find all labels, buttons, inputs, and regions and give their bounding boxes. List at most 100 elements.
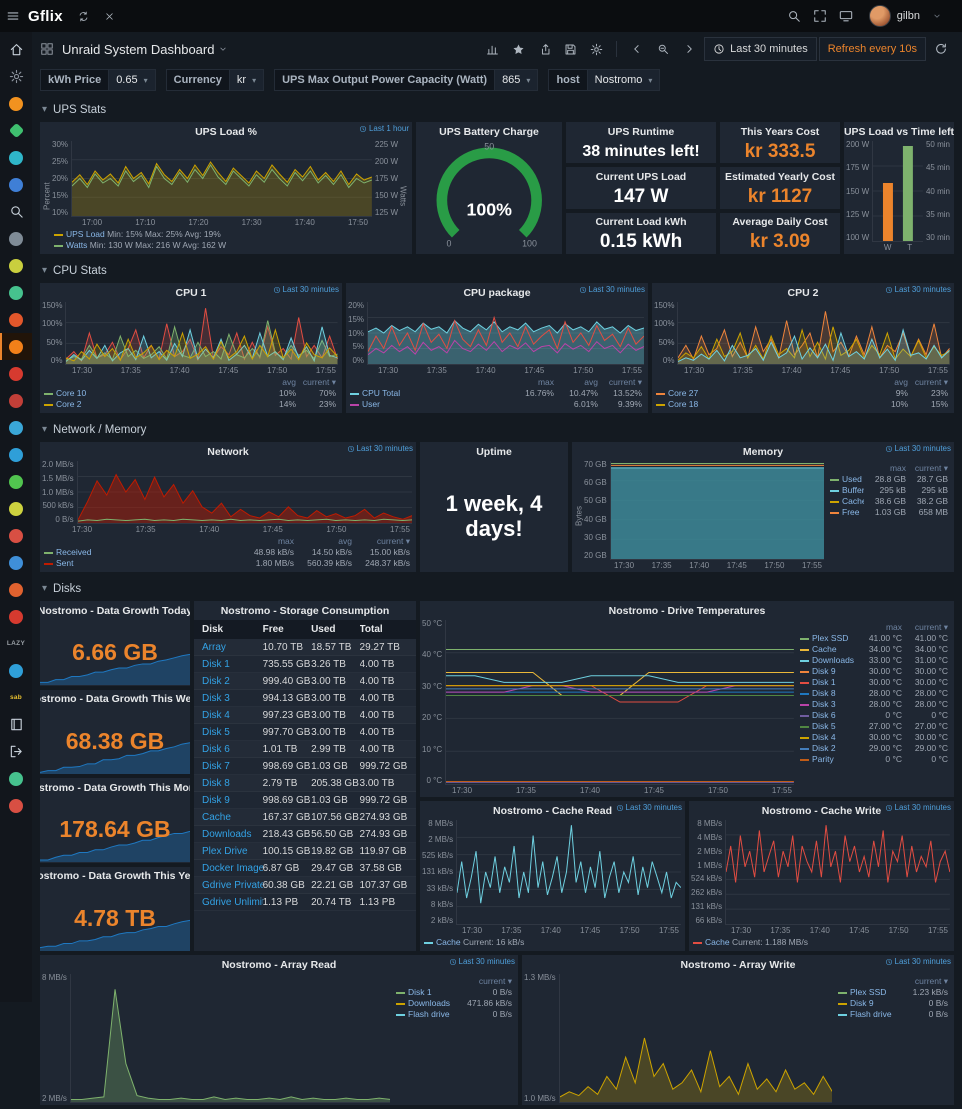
star-button[interactable] <box>505 35 531 63</box>
time-range-picker[interactable]: Last 30 minutes <box>704 37 817 61</box>
legend-label[interactable]: Disk 9 <box>812 666 836 676</box>
panel-title[interactable]: Nostromo - Array Read Last 30 minutes <box>40 955 518 974</box>
legend-item[interactable]: Disk 3 28.00 °C 28.00 °C <box>800 699 948 710</box>
sidebar-signout-shortcut[interactable] <box>0 738 32 765</box>
legend-label[interactable]: Cache <box>436 937 461 947</box>
sidebar-app-shortcut-21[interactable] <box>0 657 32 684</box>
legend-label[interactable]: Buffered <box>842 485 864 495</box>
legend-column-header[interactable]: max <box>889 463 906 473</box>
menu-button[interactable] <box>0 2 26 30</box>
sidebar-settings-shortcut[interactable] <box>0 63 32 90</box>
legend-item[interactable]: Received 48.98 kB/s 14.50 kB/s 15.00 kB/s <box>44 547 410 558</box>
disk-link[interactable]: Disk 1 <box>202 658 230 670</box>
legend-item[interactable]: Parity 0 °C 0 °C <box>800 754 948 765</box>
legend-item[interactable]: Plex SSD 41.00 °C 41.00 °C <box>800 633 948 644</box>
exit-kiosk-button[interactable] <box>97 2 123 30</box>
legend-label[interactable]: Sent <box>56 558 74 568</box>
zoom-out-button[interactable] <box>650 35 676 63</box>
tv-mode-button[interactable] <box>833 2 859 30</box>
legend-item[interactable]: Disk 5 27.00 °C 27.00 °C <box>800 721 948 732</box>
legend-item[interactable]: CPU Total 16.76% 10.47% 13.52% <box>350 388 642 399</box>
graph-area[interactable] <box>456 820 681 925</box>
variable-value[interactable]: 865 ▾ <box>494 69 539 91</box>
legend-label[interactable]: Flash drive <box>408 1009 450 1019</box>
legend-label[interactable]: Flash drive <box>850 1009 892 1019</box>
sidebar-app-shortcut-12[interactable] <box>0 414 32 441</box>
legend-label[interactable]: Plex SSD <box>812 633 849 643</box>
sidebar-app-shortcut-6[interactable] <box>0 252 32 279</box>
legend-item[interactable]: Downloads 33.00 °C 31.00 °C <box>800 655 948 666</box>
refresh-button[interactable] <box>928 35 954 63</box>
row-header-disks[interactable]: ▾ Disks <box>32 576 962 601</box>
sidebar-docs-shortcut[interactable] <box>0 711 32 738</box>
panel-title[interactable]: Uptime <box>420 442 568 461</box>
sidebar-search-shortcut[interactable] <box>0 198 32 225</box>
legend-label[interactable]: Disk 9 <box>850 998 874 1008</box>
save-button[interactable] <box>557 35 583 63</box>
row-header-cpu-stats[interactable]: ▾ CPU Stats <box>32 258 962 283</box>
panel-title[interactable]: UPS Runtime <box>566 122 716 141</box>
legend-item[interactable]: Disk 9 0 B/s <box>838 998 948 1009</box>
sidebar-app-shortcut-3[interactable] <box>0 144 32 171</box>
legend-label[interactable]: Disk 8 <box>812 688 836 698</box>
sidebar-app-shortcut-16[interactable] <box>0 522 32 549</box>
panel-title[interactable]: Nostromo - Data Growth This Year <box>40 867 190 886</box>
legend-label[interactable]: Downloads <box>408 998 451 1008</box>
legend-item[interactable]: Flash drive 0 B/s <box>396 1009 512 1020</box>
legend-item[interactable]: Disk 9 30.00 °C 30.00 °C <box>800 666 948 677</box>
graph-area[interactable] <box>872 141 923 242</box>
share-button[interactable] <box>531 35 557 63</box>
time-forward-button[interactable] <box>676 35 702 63</box>
legend-label[interactable]: Core 10 <box>56 388 87 398</box>
panel-title[interactable]: UPS Battery Charge <box>416 122 562 141</box>
legend-column-header[interactable]: current ▾ <box>478 976 512 986</box>
legend-label[interactable]: Cached <box>842 496 864 506</box>
legend-label[interactable]: Core 18 <box>668 399 699 409</box>
legend-label[interactable]: Disk 6 <box>812 710 836 720</box>
legend-column-header[interactable]: max <box>277 536 294 546</box>
legend-column-header[interactable]: current ▾ <box>608 377 642 387</box>
dashboard-title[interactable]: Unraid System Dashboard <box>62 41 215 57</box>
legend-label[interactable]: Cache <box>812 644 837 654</box>
legend-label[interactable]: Core 27 <box>668 388 699 398</box>
legend-item[interactable]: Buffered 295 kB 295 kB <box>830 485 948 496</box>
graph-area[interactable] <box>367 302 644 365</box>
disk-link[interactable]: Disk 5 <box>202 726 230 738</box>
sidebar-app-shortcut-5[interactable] <box>0 225 32 252</box>
legend-label[interactable]: Free <box>842 507 860 517</box>
disk-link[interactable]: Disk 6 <box>202 743 230 755</box>
graph-area[interactable] <box>677 302 950 365</box>
panel-title[interactable]: Estimated Yearly Cost <box>720 167 840 186</box>
sidebar-app-shortcut-9[interactable] <box>0 333 32 360</box>
legend-item[interactable]: Downloads 471.86 kB/s <box>396 998 512 1009</box>
disk-link[interactable]: Plex Drive <box>202 845 248 857</box>
legend-column-header[interactable]: current ▾ <box>914 622 948 632</box>
sidebar-app-shortcut-4[interactable] <box>0 171 32 198</box>
legend-column-header[interactable]: current ▾ <box>376 536 410 546</box>
sidebar-app-shortcut-14[interactable] <box>0 468 32 495</box>
graph-area[interactable] <box>71 141 372 217</box>
user-avatar[interactable] <box>868 5 891 27</box>
legend-label[interactable]: Received <box>56 547 92 557</box>
legend-label[interactable]: Disk 1 <box>812 677 836 687</box>
legend-label[interactable]: Core 2 <box>56 399 82 409</box>
sidebar-app-shortcut-1[interactable] <box>0 90 32 117</box>
graph-area[interactable] <box>69 974 390 1103</box>
legend-label[interactable]: Disk 3 <box>812 699 836 709</box>
column-header[interactable]: Total <box>359 624 383 635</box>
panel-title[interactable]: UPS Load % Last 1 hour <box>40 122 412 141</box>
row-header-ups-stats[interactable]: ▾ UPS Stats <box>32 97 962 122</box>
panel-title[interactable]: Nostromo - Cache Write Last 30 minutes <box>689 801 954 820</box>
legend-column-header[interactable]: current ▾ <box>302 377 336 387</box>
panel-title[interactable]: Nostromo - Data Growth This Week <box>40 690 190 709</box>
panel-title[interactable]: Nostromo - Drive Temperatures <box>420 601 954 620</box>
variable-value[interactable]: kr ▾ <box>228 69 265 91</box>
dashboard-settings-button[interactable] <box>583 35 609 63</box>
time-back-button[interactable] <box>624 35 650 63</box>
fullscreen-button[interactable] <box>807 2 833 30</box>
add-panel-button[interactable] <box>479 35 505 63</box>
panel-title[interactable]: Memory Last 30 minutes <box>572 442 954 461</box>
legend-item[interactable]: Cache Current: 16 kB/s <box>424 937 524 947</box>
disk-link[interactable]: Downloads <box>202 828 252 840</box>
app-logo[interactable]: Gflix <box>28 7 63 25</box>
